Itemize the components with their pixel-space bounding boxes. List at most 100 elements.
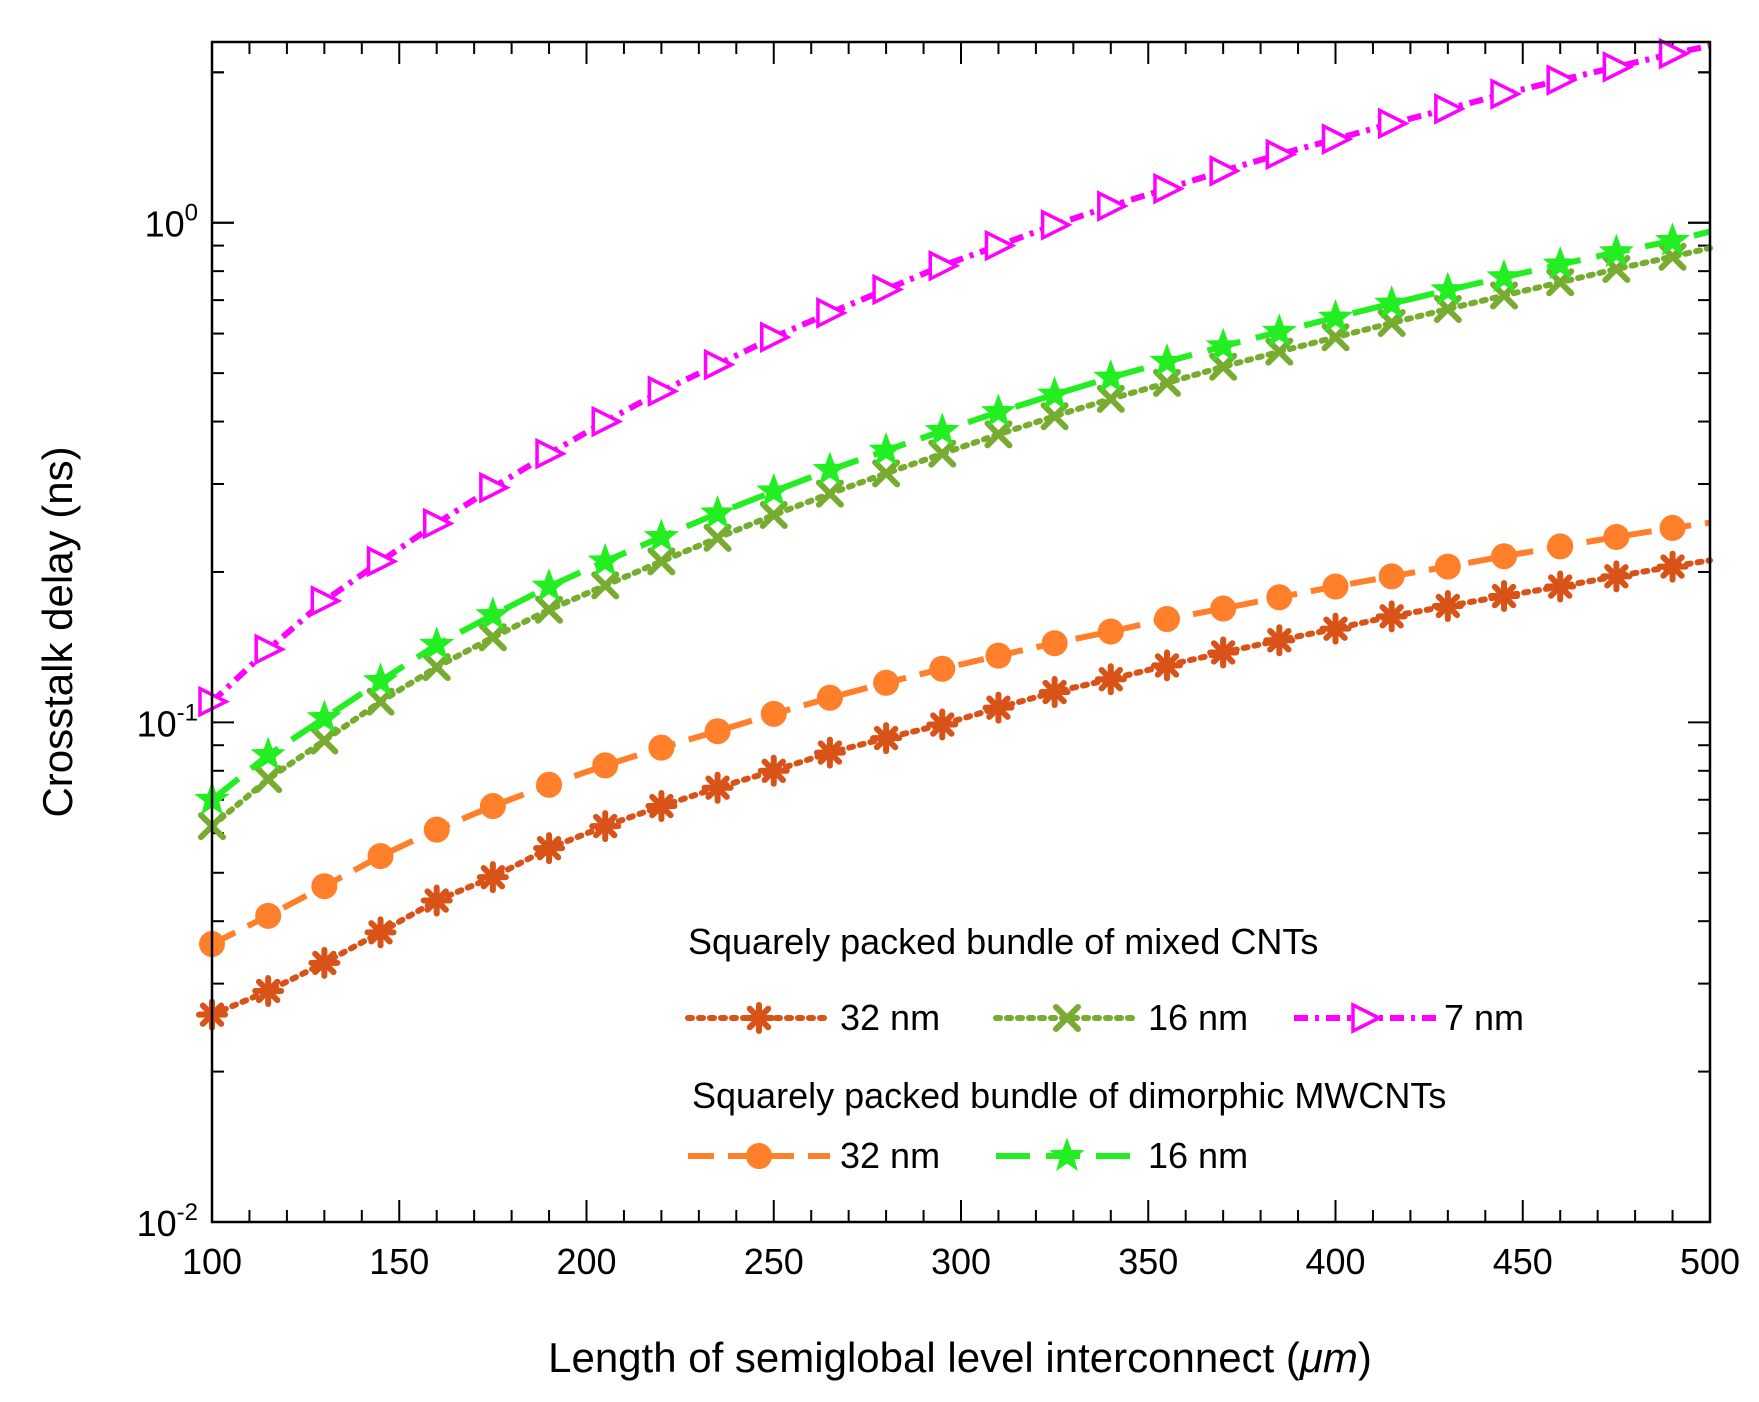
data-point [1434,553,1461,580]
series-dimorphic-16nm [194,222,1711,815]
legend-label-mixed-7nm: 7 nm [1444,997,1524,1038]
data-point [1542,246,1578,280]
legend-sample [993,1004,1141,1032]
data-point [1152,368,1181,397]
data-point [1377,107,1410,140]
x-tick-label: 300 [931,1241,991,1282]
data-point [531,568,567,602]
data-point [1261,313,1297,347]
data-point [1150,649,1183,682]
data-point [870,722,903,755]
data-point [1430,271,1466,306]
data-point [815,479,844,508]
data-point [255,902,282,929]
legend-marker [1049,1137,1085,1171]
data-point [254,765,283,794]
data-point [536,771,563,798]
y-tick-label: 10-2 [137,1199,198,1244]
data-point [1321,123,1354,155]
data-point [478,623,507,652]
data-point [1434,93,1466,125]
data-point [984,420,1013,449]
data-point [476,861,509,894]
legend-sample [996,1137,1138,1171]
series-mixed-32nm [196,550,1713,1031]
data-point [587,542,623,577]
data-point [1659,514,1686,541]
series-line [209,245,1713,830]
data-point [1096,384,1125,413]
data-point [1265,337,1294,366]
data-point [929,655,956,682]
x-tick-label: 400 [1305,1241,1365,1282]
data-point [868,432,904,466]
data-point [1547,533,1574,560]
data-point [701,771,734,804]
data-point [704,718,731,745]
legend-label-mixed-16nm: 16 nm [1148,997,1248,1038]
data-point [813,736,846,769]
data-point [1322,573,1349,600]
data-point [589,810,622,843]
legend-entries [685,1002,1436,1171]
data-point [984,229,1017,262]
data-point [872,459,901,488]
data-point [1658,37,1691,70]
data-point [366,545,399,578]
series-line [210,519,1711,947]
data-point [645,790,678,823]
legend-marker [1053,1004,1081,1032]
data-point [1602,51,1635,83]
data-point [1040,402,1069,431]
data-point [1205,327,1241,362]
data-point [1210,595,1237,622]
x-tick-label: 350 [1118,1241,1178,1282]
data-point [985,642,1012,669]
data-point [1317,299,1354,333]
data-point [535,595,564,624]
data-point [1544,570,1577,603]
data-point [254,633,287,666]
data-point [367,843,394,870]
legend-marker [1351,1002,1383,1034]
legend-sample [685,1002,833,1034]
x-tick-labels: 100 150 200 250 300 350 400 450 500 [182,1241,1740,1282]
data-point [816,684,843,711]
data-point [423,816,450,843]
data-point [364,916,397,949]
data-point [700,494,736,529]
data-point [757,754,790,787]
data-point [250,736,286,770]
data-point [1041,630,1068,657]
data-point [756,472,792,507]
data-point [1153,172,1185,205]
data-point [1153,606,1180,633]
data-point [760,700,787,727]
y-tick-label: 10-1 [137,699,198,744]
series-line [209,42,1711,704]
data-point [924,412,960,446]
data-point [647,375,680,408]
data-point [479,793,506,820]
data-point [1266,584,1293,611]
data-point [928,439,957,468]
data-point [1598,233,1634,268]
data-point [1656,550,1689,583]
series-line [210,228,1711,803]
data-point [759,501,788,530]
data-point [1431,589,1464,622]
data-point [1207,636,1240,669]
x-tick-label: 200 [556,1241,616,1282]
x-tick-label: 250 [744,1241,804,1282]
data-point [1603,523,1630,550]
data-point [419,626,455,660]
series-dimorphic-32nm [199,514,1711,958]
legend-sample [1294,1002,1436,1034]
data-point [475,596,511,630]
data-point [1209,155,1242,187]
series-line [209,557,1713,1018]
data-point [1093,359,1129,393]
data-point [928,249,961,282]
